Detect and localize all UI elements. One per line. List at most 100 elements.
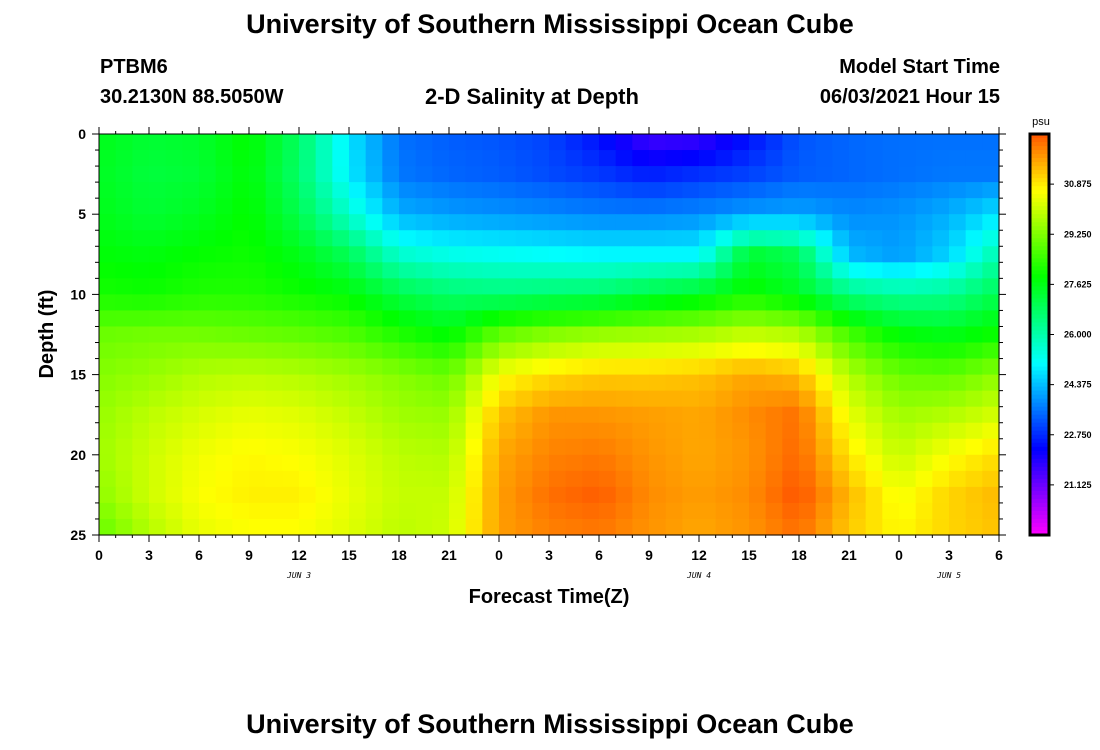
model-start-label: Model Start Time xyxy=(839,56,1000,78)
heatmap-cell xyxy=(265,422,283,440)
heatmap-cell xyxy=(315,374,333,392)
heatmap-cell xyxy=(282,454,300,472)
heatmap-cell xyxy=(715,326,733,344)
heatmap-cell xyxy=(332,166,350,183)
heatmap-cell xyxy=(882,454,900,472)
heatmap-cell xyxy=(582,438,600,456)
heatmap-cell xyxy=(532,198,550,215)
heatmap-cell xyxy=(982,454,1000,472)
heatmap-cell xyxy=(432,454,450,472)
heatmap-cell xyxy=(432,310,450,328)
heatmap-cell xyxy=(299,134,317,151)
heatmap-cell xyxy=(615,406,633,424)
heatmap-cell xyxy=(449,358,467,376)
heatmap-cell xyxy=(682,182,700,199)
heatmap-cell xyxy=(499,454,517,472)
heatmap-cell xyxy=(649,230,667,247)
heatmap-cell xyxy=(582,390,600,408)
heatmap-cell xyxy=(382,310,400,328)
heatmap-cell xyxy=(549,438,567,456)
heatmap-cell xyxy=(899,150,917,167)
heatmap-cell xyxy=(415,294,433,312)
heatmap-cell xyxy=(432,470,450,488)
heatmap-cell xyxy=(432,406,450,424)
heatmap-cell xyxy=(715,262,733,279)
heatmap-cell xyxy=(765,342,783,360)
heatmap-cell xyxy=(199,502,217,520)
heatmap-cell xyxy=(415,214,433,231)
station-id: PTBM6 xyxy=(100,56,168,78)
heatmap-cell xyxy=(682,166,700,183)
heatmap-cell xyxy=(382,230,400,247)
heatmap-cell xyxy=(865,198,883,215)
heatmap-cell xyxy=(465,454,483,472)
colorbar-segment xyxy=(1030,382,1049,388)
heatmap-cell xyxy=(182,390,200,408)
heatmap-cell xyxy=(882,326,900,344)
heatmap-cell xyxy=(465,262,483,279)
y-tick-label: 20 xyxy=(70,447,86,463)
heatmap-cell xyxy=(349,310,367,328)
heatmap-cell xyxy=(532,262,550,279)
heatmap-cell xyxy=(882,374,900,392)
heatmap-cell xyxy=(115,342,133,360)
heatmap-cell xyxy=(332,294,350,312)
heatmap-cell xyxy=(215,134,233,151)
heatmap-cell xyxy=(399,454,417,472)
heatmap-cell xyxy=(682,422,700,440)
heatmap-cell xyxy=(465,390,483,408)
heatmap-cell xyxy=(499,278,517,295)
heatmap-cell xyxy=(99,358,117,376)
heatmap-cell xyxy=(265,134,283,151)
heatmap-cell xyxy=(615,454,633,472)
heatmap-cell xyxy=(882,390,900,408)
heatmap-cell xyxy=(599,502,617,520)
colorbar-segment xyxy=(1030,274,1049,279)
heatmap-cell xyxy=(432,198,450,215)
heatmap-cell xyxy=(299,390,317,408)
heatmap-cell xyxy=(499,470,517,488)
heatmap-cell xyxy=(665,326,683,344)
heatmap-cell xyxy=(499,390,517,408)
heatmap-cell xyxy=(699,246,717,263)
heatmap-cell xyxy=(649,182,667,199)
heatmap-cell xyxy=(199,342,217,360)
heatmap-cell xyxy=(265,278,283,295)
heatmap-cell xyxy=(265,454,283,472)
heatmap-cell xyxy=(715,310,733,328)
heatmap-cell xyxy=(915,470,933,488)
heatmap-cell xyxy=(265,198,283,215)
heatmap-cell xyxy=(132,518,150,536)
colorbar-segment xyxy=(1030,366,1049,372)
heatmap-cell xyxy=(715,134,733,151)
heatmap-cell xyxy=(615,470,633,488)
heatmap-cell xyxy=(415,390,433,408)
heatmap-cell xyxy=(399,438,417,456)
heatmap-cell xyxy=(382,406,400,424)
heatmap-cell xyxy=(832,422,850,440)
heatmap-cell xyxy=(215,182,233,199)
heatmap-cell xyxy=(215,294,233,312)
colorbar-segment xyxy=(1030,438,1049,444)
colorbar-segment xyxy=(1030,234,1049,239)
heatmap-cell xyxy=(315,150,333,167)
colorbar-segment xyxy=(1030,206,1049,211)
heatmap-cell xyxy=(182,278,200,295)
heatmap-cell xyxy=(432,278,450,295)
heatmap-cell xyxy=(99,486,117,504)
heatmap-cell xyxy=(165,390,183,408)
heatmap-cell xyxy=(615,198,633,215)
heatmap-cell xyxy=(799,326,817,344)
heatmap-cell xyxy=(565,262,583,279)
heatmap-cell xyxy=(882,294,900,312)
heatmap-cell xyxy=(832,454,850,472)
heatmap-cell xyxy=(732,342,750,360)
heatmap-cell xyxy=(499,230,517,247)
heatmap-cell xyxy=(565,182,583,199)
colorbar-segment xyxy=(1030,418,1049,424)
heatmap-cell xyxy=(765,294,783,312)
heatmap-cell xyxy=(915,374,933,392)
colorbar-segment xyxy=(1030,430,1049,436)
heatmap-cell xyxy=(982,486,1000,504)
heatmap-cell xyxy=(682,390,700,408)
